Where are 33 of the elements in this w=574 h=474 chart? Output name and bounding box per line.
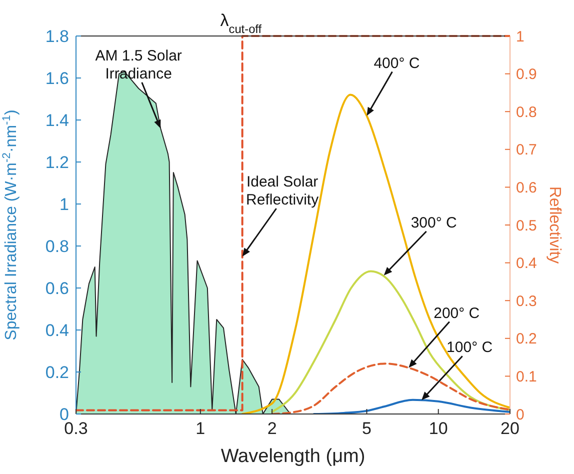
annotation: Ideal Solar Reflectivity bbox=[246, 174, 320, 208]
x-tick-label: 10 bbox=[428, 419, 448, 438]
y-tick-label: 0.4 bbox=[45, 320, 69, 340]
y2-tick-label: 0.9 bbox=[516, 66, 537, 84]
y2-tick-label: 0.5 bbox=[516, 217, 537, 234]
y-tick-label: 1.8 bbox=[45, 26, 69, 46]
y-tick-label: 1.2 bbox=[45, 152, 69, 172]
y-tick-label: 0.8 bbox=[45, 236, 69, 256]
y2-axis-title: Reflectivity bbox=[546, 186, 563, 264]
y-tick-label: 1 bbox=[60, 194, 69, 214]
x-axis-title: Wavelength (μm) bbox=[220, 446, 366, 467]
x-tick-label: 5 bbox=[362, 419, 372, 438]
y2-tick-label: 0.2 bbox=[516, 330, 537, 348]
annotation: 200° C bbox=[434, 304, 480, 322]
text: λ$_{cut-off}$ bbox=[220, 11, 262, 36]
y-tick-label: 1.4 bbox=[45, 110, 69, 130]
y2-tick-label: 0.6 bbox=[516, 179, 537, 196]
annotation: 100° C bbox=[446, 339, 493, 356]
y2-tick-label: 0.1 bbox=[516, 368, 537, 386]
y2-tick-label: 1 bbox=[516, 28, 524, 46]
annotation: 300° C bbox=[410, 214, 458, 232]
y-tick-label: 0.2 bbox=[45, 362, 69, 382]
x-tick-label: 1 bbox=[196, 419, 206, 438]
y2-tick-label: 0.7 bbox=[516, 142, 537, 159]
annotation: AM 1.5 Solar Irradiance bbox=[95, 47, 182, 82]
y-tick-label: 1.6 bbox=[45, 68, 69, 88]
x-tick-label: 0.3 bbox=[64, 419, 88, 438]
annotation: 400° C bbox=[374, 54, 420, 72]
y2-tick-label: 0.4 bbox=[516, 255, 537, 272]
y2-tick-label: 0.3 bbox=[516, 292, 537, 310]
y-tick-label: 0.6 bbox=[45, 278, 69, 298]
x-tick-label: 2 bbox=[267, 419, 277, 438]
y2-tick-label: 0.8 bbox=[516, 104, 537, 121]
